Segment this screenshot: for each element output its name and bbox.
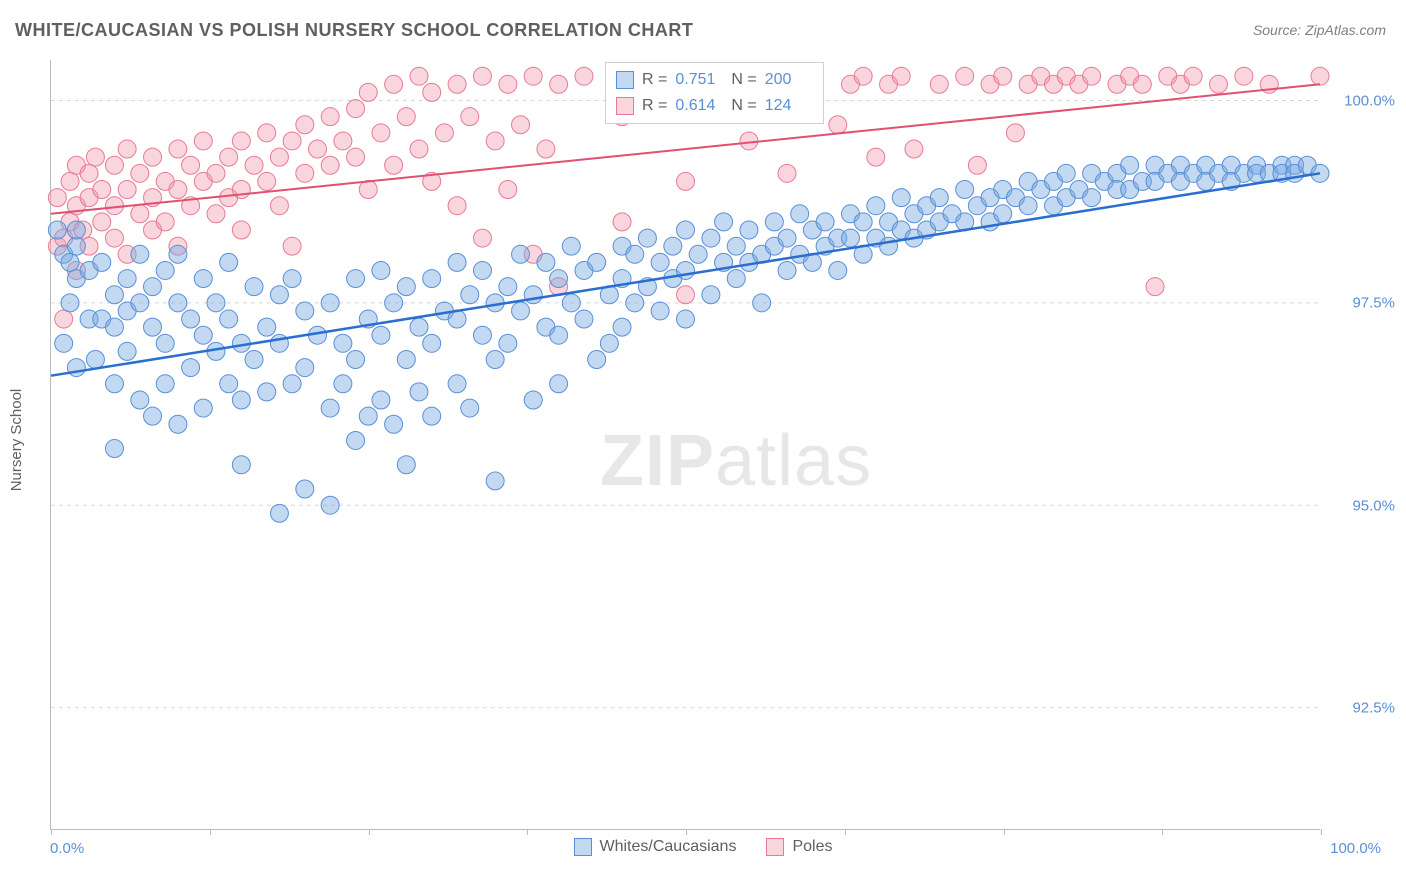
legend-label-blue: Whites/Caucasians [600, 838, 737, 856]
x-tick [527, 829, 528, 835]
n-value-pink: 124 [765, 93, 813, 119]
stats-row-pink: R = 0.614 N = 124 [616, 93, 813, 119]
legend-item-pink: Poles [766, 838, 832, 856]
y-tick-label: 97.5% [1352, 295, 1395, 312]
chart-title: WHITE/CAUCASIAN VS POLISH NURSERY SCHOOL… [15, 20, 693, 41]
bottom-legend: Whites/Caucasians Poles [0, 838, 1406, 856]
stats-swatch-blue [616, 71, 634, 89]
n-value-blue: 200 [765, 67, 813, 93]
y-axis-title: Nursery School [8, 389, 25, 492]
y-tick-label: 100.0% [1344, 92, 1395, 109]
y-tick-label: 95.0% [1352, 497, 1395, 514]
x-tick [1004, 829, 1005, 835]
legend-swatch-blue [574, 838, 592, 856]
legend-swatch-pink [766, 838, 784, 856]
y-tick-label: 92.5% [1352, 700, 1395, 717]
stats-swatch-pink [616, 97, 634, 115]
x-tick [686, 829, 687, 835]
scatter-svg [51, 60, 1320, 829]
legend-item-blue: Whites/Caucasians [574, 838, 737, 856]
x-tick [210, 829, 211, 835]
stats-row-blue: R = 0.751 N = 200 [616, 67, 813, 93]
stats-box: R = 0.751 N = 200 R = 0.614 N = 124 [605, 62, 824, 124]
x-tick [845, 829, 846, 835]
n-label: N = [731, 93, 756, 119]
x-tick [1162, 829, 1163, 835]
r-label: R = [642, 93, 667, 119]
r-label: R = [642, 67, 667, 93]
plot-area: 92.5%95.0%97.5%100.0% [50, 60, 1320, 830]
x-tick [51, 829, 52, 835]
x-tick [369, 829, 370, 835]
n-label: N = [731, 67, 756, 93]
legend-label-pink: Poles [792, 838, 832, 856]
x-tick [1321, 829, 1322, 835]
source-label: Source: ZipAtlas.com [1253, 22, 1386, 38]
r-value-blue: 0.751 [675, 67, 723, 93]
r-value-pink: 0.614 [675, 93, 723, 119]
